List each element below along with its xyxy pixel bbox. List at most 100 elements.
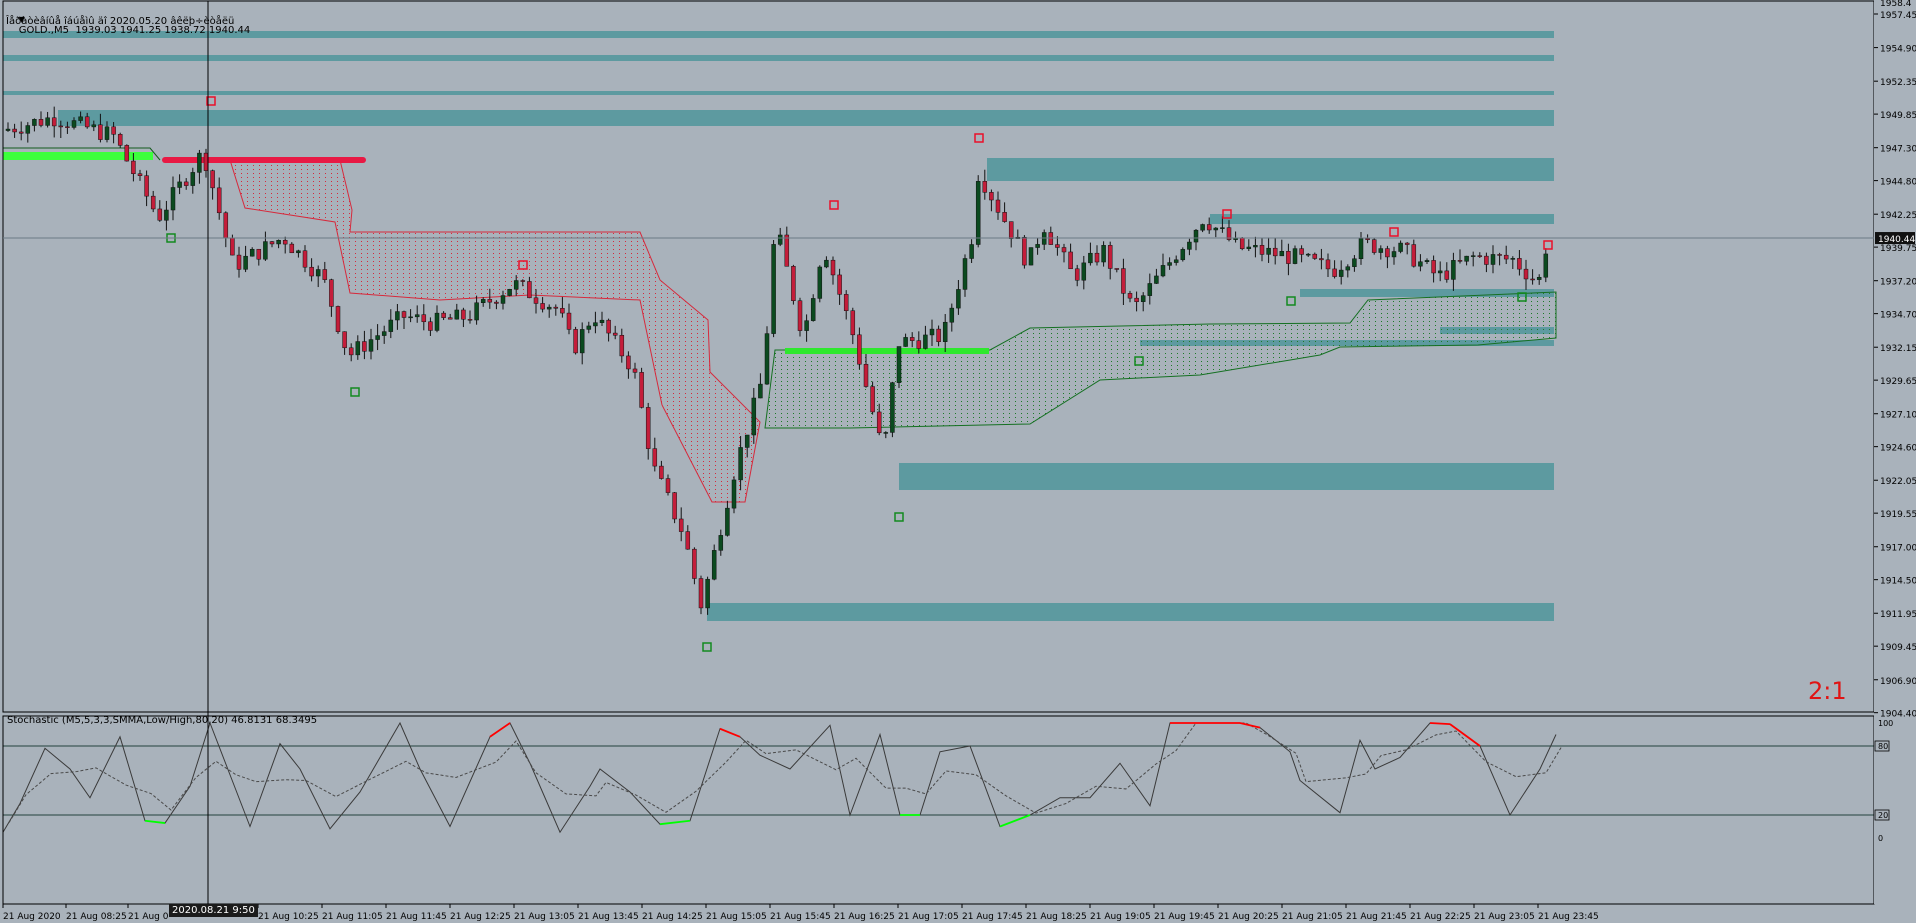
candle-body[interactable] <box>718 535 724 551</box>
candle-body[interactable] <box>1497 254 1502 256</box>
candle-body[interactable] <box>612 332 618 336</box>
candle-body[interactable] <box>520 280 526 282</box>
candle-body[interactable] <box>170 187 176 211</box>
candle-body[interactable] <box>863 363 869 387</box>
candle-body[interactable] <box>249 248 255 257</box>
candle-body[interactable] <box>216 187 222 214</box>
candle-body[interactable] <box>593 322 598 327</box>
candle-body[interactable] <box>98 124 103 140</box>
candle-body[interactable] <box>1272 247 1278 257</box>
candle-body[interactable] <box>124 145 130 162</box>
candle-body[interactable] <box>923 334 928 349</box>
candle-body[interactable] <box>645 407 651 449</box>
candle-body[interactable] <box>480 299 486 303</box>
candle-body[interactable] <box>1068 251 1073 270</box>
candle-body[interactable] <box>1200 224 1205 231</box>
candle-body[interactable] <box>1451 260 1456 280</box>
candle-body[interactable] <box>1180 249 1186 261</box>
candle-body[interactable] <box>203 152 209 171</box>
candle-body[interactable] <box>150 195 156 210</box>
candle-body[interactable] <box>348 347 354 356</box>
candle-body[interactable] <box>711 550 717 580</box>
candle-body[interactable] <box>764 333 770 385</box>
candle-body[interactable] <box>38 119 44 126</box>
candle-body[interactable] <box>388 319 394 332</box>
candle-body[interactable] <box>210 170 215 189</box>
candle-body[interactable] <box>837 274 842 295</box>
candle-body[interactable] <box>289 243 295 254</box>
candle-body[interactable] <box>830 259 836 276</box>
candle-body[interactable] <box>784 234 790 267</box>
candle-body[interactable] <box>995 199 1001 213</box>
candle-body[interactable] <box>414 314 420 318</box>
candle-body[interactable] <box>1444 270 1450 280</box>
candle-body[interactable] <box>1167 262 1172 266</box>
candle-body[interactable] <box>467 319 473 321</box>
candle-body[interactable] <box>197 152 202 173</box>
candle-body[interactable] <box>1114 268 1120 270</box>
candle-body[interactable] <box>1338 269 1344 277</box>
candle-body[interactable] <box>78 116 83 121</box>
candle-body[interactable] <box>738 447 743 481</box>
candle-body[interactable] <box>758 383 763 399</box>
candle-body[interactable] <box>678 518 684 532</box>
candle-body[interactable] <box>91 124 97 128</box>
candle-body[interactable] <box>1424 260 1430 262</box>
candle-body[interactable] <box>1543 253 1549 278</box>
candle-body[interactable] <box>659 465 664 479</box>
candle-body[interactable] <box>1246 246 1252 249</box>
candle-body[interactable] <box>1206 224 1212 231</box>
candle-body[interactable] <box>454 309 460 320</box>
candle-body[interactable] <box>1259 245 1265 255</box>
candle-body[interactable] <box>45 117 50 126</box>
candle-body[interactable] <box>883 432 889 434</box>
candle-body[interactable] <box>843 294 849 311</box>
candle-body[interactable] <box>137 173 143 176</box>
candle-body[interactable] <box>144 175 149 197</box>
candle-body[interactable] <box>1134 297 1139 302</box>
candle-body[interactable] <box>1193 229 1199 243</box>
candle-body[interactable] <box>12 128 17 133</box>
candle-body[interactable] <box>1517 258 1522 270</box>
candle-body[interactable] <box>71 120 77 128</box>
candle-body[interactable] <box>1490 254 1496 265</box>
candle-body[interactable] <box>1457 260 1463 262</box>
candle-body[interactable] <box>1286 251 1291 264</box>
candle-body[interactable] <box>962 258 968 290</box>
candle-body[interactable] <box>850 310 856 336</box>
candle-body[interactable] <box>1365 238 1370 240</box>
candle-body[interactable] <box>533 297 539 304</box>
candle-body[interactable] <box>1187 241 1192 250</box>
candle-body[interactable] <box>1391 251 1397 258</box>
candle-body[interactable] <box>857 334 862 365</box>
candle-body[interactable] <box>685 531 691 550</box>
candle-body[interactable] <box>441 312 446 318</box>
candle-body[interactable] <box>639 372 644 408</box>
candle-body[interactable] <box>975 181 981 245</box>
candle-body[interactable] <box>1319 258 1324 261</box>
candle-body[interactable] <box>1154 275 1159 284</box>
triangle-down-icon[interactable]: ▼ <box>18 15 25 24</box>
candle-body[interactable] <box>1088 252 1093 264</box>
candle-body[interactable] <box>969 244 974 259</box>
candle-body[interactable] <box>25 125 31 134</box>
candle-body[interactable] <box>540 303 545 310</box>
candle-body[interactable] <box>1213 227 1219 231</box>
candle-body[interactable] <box>1464 255 1469 262</box>
candle-body[interactable] <box>606 319 611 334</box>
candle-body[interactable] <box>190 172 196 186</box>
candle-body[interactable] <box>890 382 895 433</box>
candle-body[interactable] <box>777 234 783 245</box>
candle-body[interactable] <box>507 288 512 296</box>
candle-body[interactable] <box>335 306 341 332</box>
candle-body[interactable] <box>1299 248 1304 255</box>
candle-body[interactable] <box>1536 276 1542 280</box>
candle-body[interactable] <box>949 307 955 323</box>
candle-body[interactable] <box>560 308 565 314</box>
candle-body[interactable] <box>322 269 328 280</box>
candle-body[interactable] <box>1002 212 1007 222</box>
candle-body[interactable] <box>942 321 948 342</box>
candle-body[interactable] <box>1510 258 1516 260</box>
candle-body[interactable] <box>315 269 321 277</box>
